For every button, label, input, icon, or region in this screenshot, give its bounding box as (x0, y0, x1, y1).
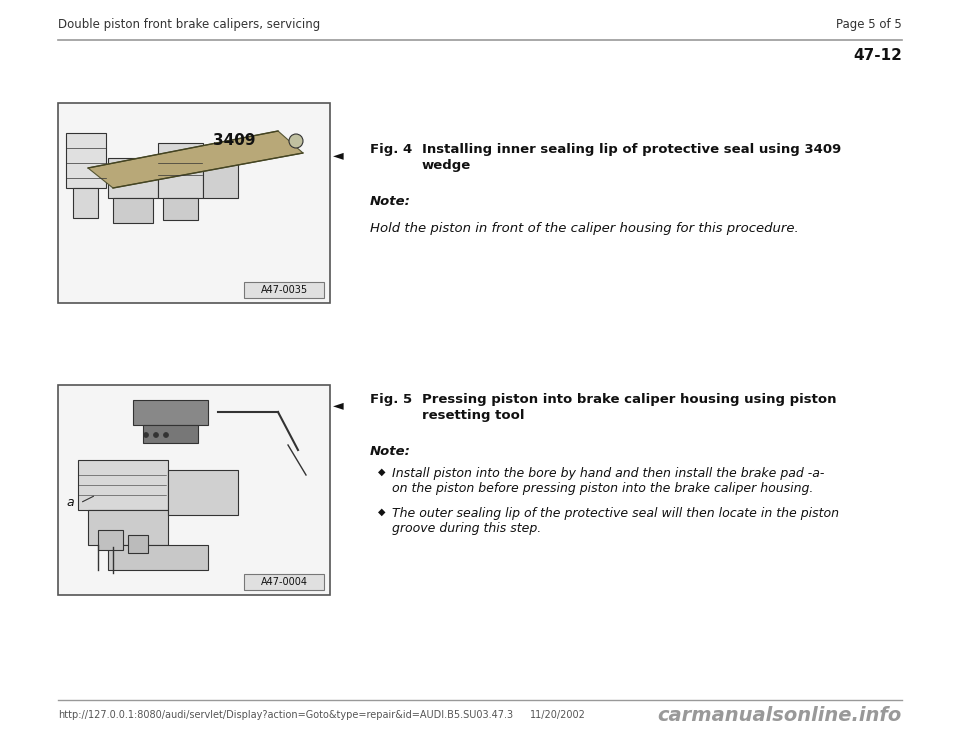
Text: Note:: Note: (370, 195, 411, 208)
Text: The outer sealing lip of the protective seal will then locate in the piston: The outer sealing lip of the protective … (392, 507, 839, 520)
Text: Pressing piston into brake caliper housing using piston: Pressing piston into brake caliper housi… (422, 393, 836, 406)
Text: Note:: Note: (370, 445, 411, 458)
Bar (244, 282, 324, 298)
Bar (78, 460, 168, 510)
Bar (163, 198, 198, 220)
Bar (108, 158, 158, 198)
Bar (158, 143, 203, 198)
Bar (108, 545, 208, 570)
Text: on the piston before pressing piston into the brake caliper housing.: on the piston before pressing piston int… (392, 482, 813, 495)
Text: 11/20/2002: 11/20/2002 (530, 710, 586, 720)
Text: A47-0004: A47-0004 (260, 577, 307, 587)
Polygon shape (88, 131, 303, 188)
Text: Installing inner sealing lip of protective seal using 3409: Installing inner sealing lip of protecti… (422, 143, 841, 156)
Bar (66, 133, 106, 188)
Text: Double piston front brake calipers, servicing: Double piston front brake calipers, serv… (58, 18, 321, 31)
Ellipse shape (143, 433, 149, 438)
Text: Fig. 5: Fig. 5 (370, 393, 412, 406)
Bar (58, 385, 330, 595)
Ellipse shape (154, 433, 158, 438)
Bar (244, 574, 324, 590)
Ellipse shape (289, 134, 303, 148)
Text: carmanualsonline.info: carmanualsonline.info (658, 706, 902, 725)
Bar (133, 400, 208, 425)
Bar (143, 425, 198, 443)
Text: Install piston into the bore by hand and then install the brake pad -a-: Install piston into the bore by hand and… (392, 467, 825, 480)
Text: wedge: wedge (422, 159, 471, 172)
Bar (168, 470, 238, 515)
Bar (128, 535, 148, 553)
Text: ◄: ◄ (333, 398, 344, 412)
Bar (203, 153, 238, 198)
Text: a: a (66, 496, 74, 510)
Bar (113, 198, 153, 223)
Bar (73, 188, 98, 218)
Text: 47-12: 47-12 (853, 48, 902, 63)
Text: Page 5 of 5: Page 5 of 5 (836, 18, 902, 31)
Text: Fig. 4: Fig. 4 (370, 143, 412, 156)
Text: ◆: ◆ (378, 507, 386, 517)
Bar (98, 530, 123, 550)
Text: resetting tool: resetting tool (422, 409, 524, 422)
Text: http://127.0.0.1:8080/audi/servlet/Display?action=Goto&type=repair&id=AUDI.B5.SU: http://127.0.0.1:8080/audi/servlet/Displ… (58, 710, 514, 720)
Text: A47-0035: A47-0035 (260, 285, 307, 295)
Ellipse shape (163, 433, 169, 438)
Bar (58, 103, 330, 303)
Text: ◄: ◄ (333, 148, 344, 162)
Text: 3409: 3409 (213, 133, 255, 148)
Text: groove during this step.: groove during this step. (392, 522, 541, 535)
Text: ◆: ◆ (378, 467, 386, 477)
Bar (88, 510, 168, 545)
Text: Hold the piston in front of the caliper housing for this procedure.: Hold the piston in front of the caliper … (370, 222, 799, 235)
